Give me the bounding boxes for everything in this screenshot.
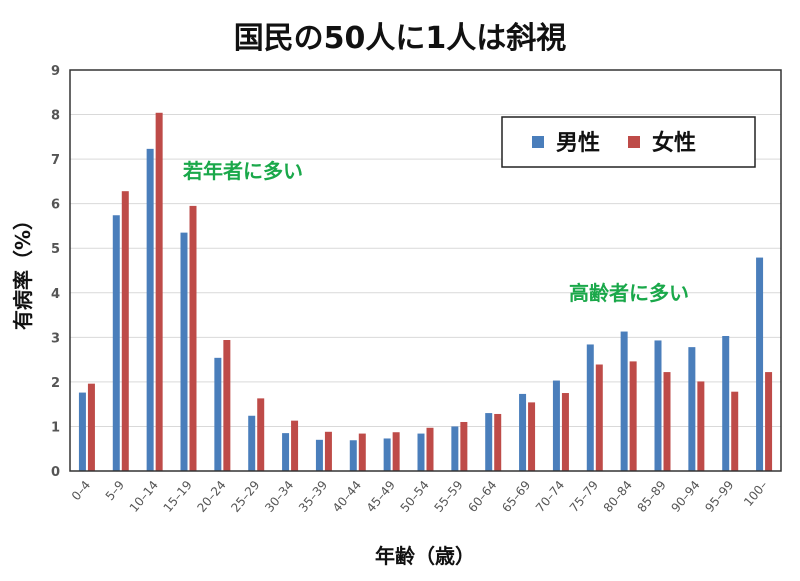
bar-male	[552, 380, 560, 471]
x-tick-label: 65–69	[499, 478, 533, 515]
bar-female	[392, 432, 400, 471]
bar-male	[180, 232, 188, 471]
bar-female	[561, 393, 569, 471]
bar-female	[223, 340, 231, 471]
y-tick-label: 7	[51, 153, 60, 168]
bar-female	[528, 402, 536, 471]
x-tick-label: 60–64	[465, 478, 499, 515]
y-tick-label: 4	[51, 287, 60, 302]
bar-female	[155, 112, 163, 472]
bar-male	[214, 357, 222, 471]
legend-label-female: 女性	[652, 130, 696, 156]
x-tick-label: 50–54	[398, 478, 432, 515]
legend-label-male: 男性	[556, 131, 600, 156]
annotation-young: 若年者に多い	[182, 159, 303, 183]
x-tick-label: 10–14	[127, 478, 161, 515]
bar-male	[620, 331, 628, 471]
bar-male	[78, 392, 86, 471]
x-tick-label: 70–74	[533, 478, 567, 515]
bar-male	[654, 340, 662, 471]
x-axis-label: 年齢（歳）	[375, 544, 475, 568]
bar-male	[485, 413, 493, 471]
bar-female	[358, 433, 366, 471]
bar-male	[282, 433, 290, 471]
y-tick-label: 5	[51, 242, 60, 257]
bar-female	[460, 421, 468, 471]
bar-female	[731, 391, 739, 471]
y-tick-label: 9	[51, 64, 60, 79]
x-tick-label: 0–4	[69, 478, 93, 503]
x-tick-label: 100–	[741, 478, 770, 509]
bar-male	[756, 257, 764, 471]
x-tick-label: 5–9	[103, 478, 127, 503]
plot-frame	[69, 69, 782, 472]
x-tick-label: 75–79	[567, 478, 601, 515]
bar-female	[697, 381, 705, 471]
bar-female	[426, 427, 434, 471]
x-tick-label: 25–29	[228, 478, 262, 515]
y-tick-label: 8	[51, 109, 60, 124]
bar-male	[349, 440, 357, 471]
bar-male	[586, 344, 594, 471]
legend-swatch-male	[532, 136, 544, 148]
y-tick-label: 6	[51, 198, 60, 213]
x-tick-label: 20–24	[194, 478, 228, 515]
bar-male	[451, 426, 459, 471]
bar-female	[291, 420, 299, 471]
bar-female	[663, 372, 671, 471]
bar-female	[121, 191, 129, 472]
bar-female	[87, 383, 95, 471]
bar-male	[722, 335, 730, 471]
x-tick-label: 15–19	[161, 478, 195, 515]
x-tick-label: 85–89	[635, 478, 669, 515]
bar-female	[765, 372, 773, 471]
bar-male	[519, 393, 527, 471]
bar-female	[189, 205, 197, 471]
annotation-elderly: 高齢者に多い	[569, 281, 689, 305]
x-tick-label: 35–39	[296, 478, 330, 515]
bar-male	[248, 415, 256, 471]
y-tick-label: 2	[51, 376, 60, 391]
bar-female	[494, 413, 502, 471]
x-tick-label: 80–84	[601, 478, 635, 515]
bar-male	[417, 433, 425, 471]
bar-female	[257, 398, 265, 471]
y-tick-label: 3	[51, 331, 60, 346]
x-tick-label: 55–59	[431, 478, 465, 515]
y-tick-label: 1	[51, 420, 60, 435]
y-tick-label: 0	[51, 465, 60, 480]
bar-female	[629, 361, 637, 471]
bar-male	[315, 439, 323, 471]
x-tick-label: 30–34	[262, 478, 296, 515]
bar-male	[688, 347, 696, 471]
legend: 男性 女性	[501, 116, 756, 168]
x-tick-label: 45–49	[364, 478, 398, 515]
bar-male	[383, 438, 391, 471]
bar-male	[146, 148, 154, 471]
legend-swatch-female	[628, 136, 640, 148]
bar-male	[112, 215, 120, 471]
x-tick-label: 95–99	[702, 478, 736, 515]
x-tick-label: 90–94	[668, 478, 702, 515]
chart-title: 国民の50人に1人は斜視	[234, 21, 567, 56]
x-tick-label: 40–44	[330, 478, 364, 515]
y-axis-label: 有病率（%）	[11, 210, 35, 330]
bar-female	[595, 364, 603, 471]
bar-female	[324, 431, 332, 471]
